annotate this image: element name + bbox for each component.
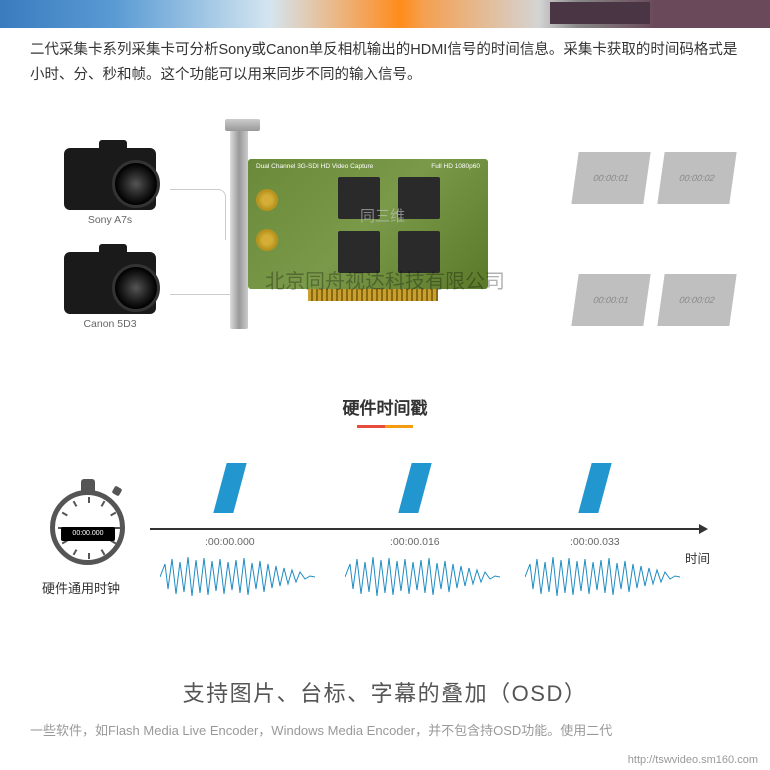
timestamp-2: :00:00.016 bbox=[390, 536, 440, 548]
output-box: 00:00:01 bbox=[571, 274, 650, 326]
capture-card: Dual Channel 3G-SDI HD Video Capture Ful… bbox=[230, 149, 500, 329]
connector-lines-left bbox=[170, 149, 230, 329]
stopwatch-badge: 00:00.000 bbox=[61, 527, 115, 541]
output-box: 00:00:02 bbox=[657, 274, 736, 326]
timestamp-3: :00:00.033 bbox=[570, 536, 620, 548]
camera-icon bbox=[64, 148, 156, 210]
connector-lines-right bbox=[500, 149, 575, 329]
osd-section-title: 支持图片、台标、字幕的叠加（OSD） bbox=[0, 676, 770, 708]
waveform-burst-icon bbox=[160, 554, 315, 600]
output-row: 00:00:01 00:00:02 bbox=[575, 274, 745, 326]
chip-icon bbox=[398, 231, 440, 273]
board-text-right: Full HD 1080p60 bbox=[431, 163, 480, 170]
chip-icon bbox=[338, 177, 380, 219]
time-marker-icon bbox=[398, 463, 431, 513]
bnc-connector-icon bbox=[256, 189, 278, 211]
time-marker-icon bbox=[213, 463, 246, 513]
board-text-left: Dual Channel 3G-SDI HD Video Capture bbox=[256, 163, 373, 170]
bottom-text: 一些软件，如Flash Media Live Encoder，Windows M… bbox=[0, 708, 770, 739]
output-grid: 00:00:01 00:00:02 00:00:01 00:00:02 bbox=[575, 152, 745, 326]
timeline-section: 00:00.000 硬件通用时钟 :00:00.000 :00:00.016 :… bbox=[0, 428, 770, 658]
bnc-connector-icon bbox=[256, 229, 278, 251]
camera-canon: Canon 5D3 bbox=[50, 252, 170, 330]
output-box: 00:00:02 bbox=[657, 152, 736, 204]
section-title-timestamp: 硬件时间戳 bbox=[0, 394, 770, 428]
pcb-board: Dual Channel 3G-SDI HD Video Capture Ful… bbox=[248, 159, 488, 289]
time-marker-icon bbox=[578, 463, 611, 513]
top-banner bbox=[0, 0, 770, 28]
stopwatch-icon: 00:00.000 bbox=[50, 490, 125, 565]
camera-sony: Sony A7s bbox=[50, 148, 170, 226]
camera-icon bbox=[64, 252, 156, 314]
pcie-connector-icon bbox=[308, 289, 438, 301]
footer-url: http://tswvideo.sm160.com bbox=[628, 754, 758, 766]
waveform-burst-icon bbox=[525, 554, 680, 600]
clock-label: 硬件通用时钟 bbox=[42, 578, 120, 597]
waveform bbox=[150, 554, 700, 600]
camera-canon-label: Canon 5D3 bbox=[83, 318, 136, 330]
chip-icon bbox=[338, 231, 380, 273]
description-text: 二代采集卡系列采集卡可分析Sony或Canon单反相机输出的HDMI信号的时间信… bbox=[0, 28, 770, 107]
timestamp-1: :00:00.000 bbox=[205, 536, 255, 548]
camera-sony-label: Sony A7s bbox=[88, 214, 132, 226]
waveform-burst-icon bbox=[345, 554, 500, 600]
output-box: 00:00:01 bbox=[571, 152, 650, 204]
timeline-axis: :00:00.000 :00:00.016 :00:00.033 时间 bbox=[150, 528, 700, 530]
output-row: 00:00:01 00:00:02 bbox=[575, 152, 745, 204]
camera-column: Sony A7s Canon 5D3 bbox=[50, 148, 170, 330]
hdmi-diagram: Sony A7s Canon 5D3 Dual Channel 3G-SDI H… bbox=[0, 107, 770, 372]
pci-bracket bbox=[230, 129, 248, 329]
chip-icon bbox=[398, 177, 440, 219]
